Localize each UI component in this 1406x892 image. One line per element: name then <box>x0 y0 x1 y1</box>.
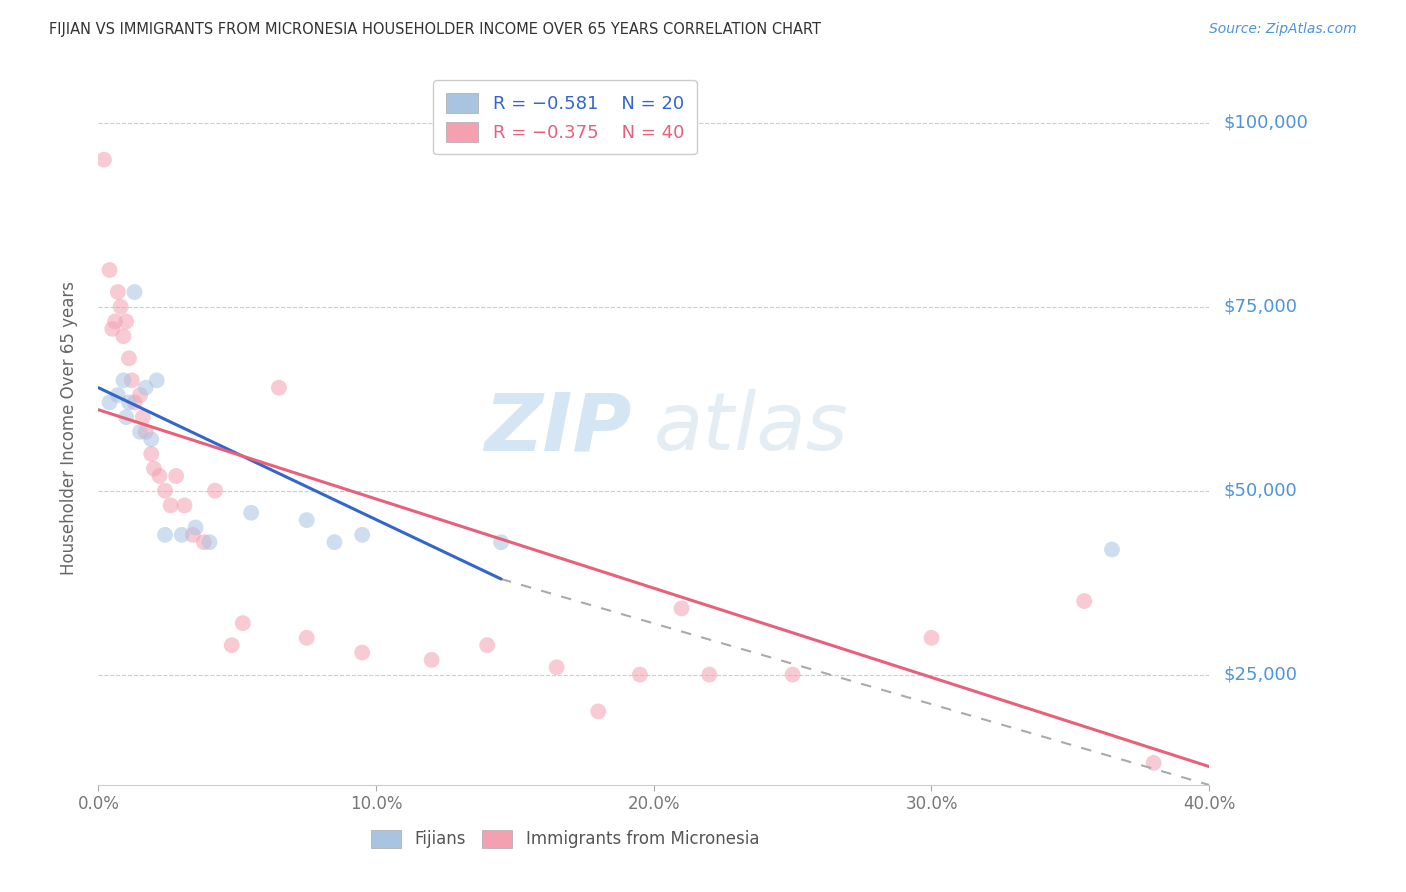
Point <box>115 314 138 328</box>
Text: FIJIAN VS IMMIGRANTS FROM MICRONESIA HOUSEHOLDER INCOME OVER 65 YEARS CORRELATIO: FIJIAN VS IMMIGRANTS FROM MICRONESIA HOU… <box>49 22 821 37</box>
Point <box>98 395 121 409</box>
Point <box>107 388 129 402</box>
Point <box>112 373 135 387</box>
Text: $75,000: $75,000 <box>1223 298 1298 316</box>
Point <box>546 660 568 674</box>
Point <box>588 705 610 719</box>
Point <box>98 263 121 277</box>
Text: $25,000: $25,000 <box>1223 665 1298 683</box>
Point <box>129 425 152 439</box>
Point <box>267 381 290 395</box>
Point <box>135 381 157 395</box>
Point <box>232 616 254 631</box>
Point <box>1143 756 1166 770</box>
Point <box>107 285 129 299</box>
Point <box>204 483 226 498</box>
Point <box>165 469 187 483</box>
Point <box>1101 542 1123 557</box>
Point <box>221 638 243 652</box>
Point <box>352 528 374 542</box>
Point <box>295 513 318 527</box>
Point <box>141 432 163 446</box>
Point <box>1073 594 1095 608</box>
Text: $50,000: $50,000 <box>1223 482 1296 500</box>
Point <box>124 395 146 409</box>
Point <box>118 395 141 409</box>
Point <box>489 535 512 549</box>
Point <box>121 373 143 387</box>
Point <box>112 329 135 343</box>
Point <box>141 447 163 461</box>
Point <box>159 499 181 513</box>
Text: $100,000: $100,000 <box>1223 114 1308 132</box>
Point <box>124 285 146 299</box>
Point <box>193 535 215 549</box>
Point <box>135 425 157 439</box>
Point <box>420 653 443 667</box>
Point <box>170 528 193 542</box>
Point <box>475 638 499 652</box>
Y-axis label: Householder Income Over 65 years: Householder Income Over 65 years <box>59 281 77 575</box>
Point <box>115 410 138 425</box>
Point <box>118 351 141 366</box>
Text: ZIP: ZIP <box>484 389 631 467</box>
Point <box>129 388 152 402</box>
Point <box>699 667 721 681</box>
Point <box>153 483 176 498</box>
Point <box>145 373 167 387</box>
Point <box>921 631 943 645</box>
Point <box>173 499 195 513</box>
Point <box>93 153 115 167</box>
Point <box>181 528 204 542</box>
Point <box>184 520 207 534</box>
Text: Source: ZipAtlas.com: Source: ZipAtlas.com <box>1209 22 1357 37</box>
Text: atlas: atlas <box>654 389 849 467</box>
Point <box>104 314 127 328</box>
Point <box>198 535 221 549</box>
Point <box>132 410 155 425</box>
Point <box>148 469 170 483</box>
Point <box>671 601 693 615</box>
Point <box>782 667 804 681</box>
Point <box>628 667 651 681</box>
Legend: Fijians, Immigrants from Micronesia: Fijians, Immigrants from Micronesia <box>364 823 766 855</box>
Point <box>143 461 166 475</box>
Point <box>153 528 176 542</box>
Point <box>323 535 346 549</box>
Point <box>240 506 263 520</box>
Point <box>295 631 318 645</box>
Point <box>352 646 374 660</box>
Point <box>101 322 124 336</box>
Point <box>110 300 132 314</box>
